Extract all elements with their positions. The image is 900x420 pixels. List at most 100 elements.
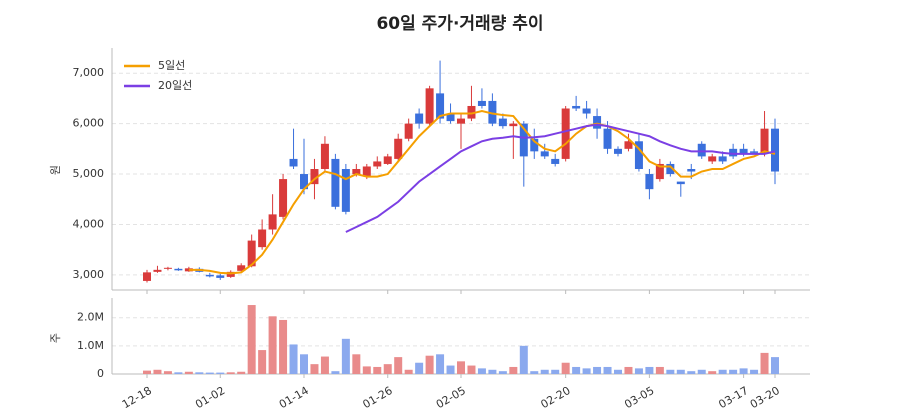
candle-body (697, 143, 706, 157)
candle-body (341, 169, 350, 212)
volume-bar (143, 370, 151, 374)
volume-bar (498, 371, 507, 374)
candle-body (279, 179, 288, 217)
candle-body (614, 148, 622, 154)
candle-body (750, 151, 759, 153)
x-tick-label: 03-20 (748, 384, 782, 411)
ma-line (188, 109, 776, 275)
chart-title: 60일 주가·거래량 추이 (376, 14, 543, 34)
candle-body (373, 161, 382, 167)
volume-bar (687, 371, 696, 374)
volume-bar (216, 372, 225, 374)
candle-body (247, 240, 256, 267)
y-tick-label: 4,000 (73, 217, 105, 230)
y-tick-label: 3,000 (73, 268, 105, 281)
candle-body (593, 116, 602, 129)
volume-bar (488, 369, 497, 374)
candle-body (572, 105, 581, 109)
candle-body (582, 108, 591, 114)
legend-label: 5일선 (158, 58, 185, 72)
candle-body (300, 174, 308, 190)
volume-bar (750, 369, 759, 374)
volume-bar (331, 371, 340, 374)
volume-bar (383, 364, 392, 374)
volume-bar (582, 368, 591, 374)
candle-body (488, 100, 497, 124)
volume-bar (362, 366, 371, 374)
volume-bar (666, 369, 675, 374)
volume-bar (697, 369, 706, 374)
candle-body (352, 169, 361, 175)
volume-bar (394, 357, 403, 374)
x-tick-label: 03-17 (716, 384, 750, 411)
volume-bar (530, 371, 539, 374)
volume-bar (247, 305, 256, 374)
candle-body (624, 141, 633, 149)
volume-bar (760, 352, 769, 374)
candle-body (477, 100, 486, 106)
candle-body (258, 229, 267, 248)
candle-body (153, 269, 162, 272)
candle-body (687, 169, 696, 172)
candle-body (760, 128, 769, 154)
candle-body (530, 138, 539, 152)
volume-bar (634, 368, 643, 374)
volume-bar (153, 369, 162, 374)
volume-bar (603, 366, 612, 374)
volume-bar (352, 354, 361, 374)
candle-body (718, 156, 727, 162)
candle-body (551, 158, 560, 164)
candle-body (216, 275, 225, 278)
volume-bar (655, 366, 664, 374)
candle-body (519, 123, 528, 157)
volume-bar (509, 366, 518, 374)
volume-bar (436, 354, 445, 374)
candle-body (676, 181, 685, 185)
volume-bar (467, 365, 476, 374)
candle-body (739, 148, 748, 154)
volume-bar (624, 366, 633, 374)
volume-bar (540, 369, 549, 374)
candle-body (498, 118, 507, 127)
candle-body (634, 141, 643, 169)
volume-bar (310, 364, 319, 374)
candle-body (708, 156, 717, 162)
y-tick-label: 7,000 (73, 66, 105, 79)
candle-body (163, 267, 172, 269)
volume-bar (614, 369, 622, 374)
candle-body (289, 158, 298, 167)
candle-body (415, 113, 424, 124)
candle-body (237, 265, 246, 271)
volume-bar (268, 316, 277, 374)
volume-bar (572, 366, 581, 374)
volume-bar (226, 372, 235, 374)
volume-bar (446, 365, 455, 374)
volume-bar (708, 371, 717, 374)
volume-bar (477, 368, 486, 374)
candle-body (226, 271, 235, 277)
x-tick-label: 02-05 (434, 384, 468, 411)
candle-body (509, 123, 518, 127)
x-tick-label: 12-18 (120, 384, 154, 411)
x-tick-label: 02-20 (538, 384, 572, 411)
candle-body (205, 274, 214, 277)
candle-body (540, 151, 549, 157)
candle-body (467, 105, 476, 119)
volume-bar (184, 371, 193, 374)
volume-bar (205, 372, 214, 374)
volume-bar (415, 362, 424, 374)
candle-body (320, 143, 329, 169)
volume-bar (676, 369, 685, 374)
volume-bar (457, 361, 465, 374)
volume-bar (645, 366, 654, 374)
candle-body (645, 174, 654, 190)
volume-bar (174, 372, 183, 374)
candle-body (729, 148, 738, 157)
volume-bar (739, 368, 748, 374)
y-tick-label: 6,000 (73, 117, 105, 130)
candle-body (561, 108, 570, 159)
candle-body (331, 158, 340, 207)
candle-body (362, 166, 371, 177)
volume-bar (289, 344, 298, 374)
x-tick-label: 01-26 (361, 384, 395, 411)
